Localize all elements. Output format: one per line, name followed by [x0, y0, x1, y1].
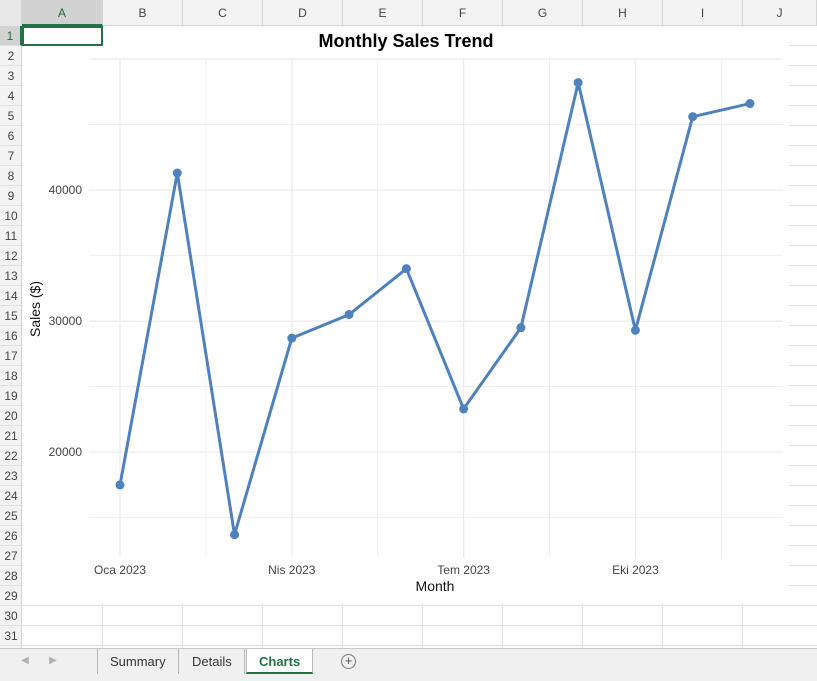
tab-scroll-right-icon[interactable]: ▶	[49, 655, 57, 666]
chart-object[interactable]: 20000 30000 40000 Oca 2023 Nis 2023 Tem 2023…	[23, 27, 789, 603]
row-header-5[interactable]: 5	[0, 106, 22, 126]
row-header-28[interactable]: 28	[0, 566, 22, 586]
data-point	[115, 480, 125, 490]
column-header-A[interactable]: A	[22, 0, 103, 26]
data-point	[459, 404, 469, 414]
data-point	[688, 112, 698, 122]
chart-title: Monthly Sales Trend	[318, 31, 493, 51]
tab-summary[interactable]: Summary	[97, 649, 179, 674]
line-chart: 20000 30000 40000 Oca 2023 Nis 2023 Tem 2023…	[27, 31, 783, 594]
select-all-corner[interactable]	[0, 0, 22, 26]
x-axis-ticks: Oca 2023 Nis 2023 Tem 2023 Eki 2023	[94, 563, 659, 577]
row-header-9[interactable]: 9	[0, 186, 22, 206]
row-header-21[interactable]: 21	[0, 426, 22, 446]
x-tick-label: Nis 2023	[268, 563, 316, 577]
column-header-J[interactable]: J	[743, 0, 817, 26]
series-line	[118, 81, 751, 537]
row-header-20[interactable]: 20	[0, 406, 22, 426]
data-point	[287, 333, 297, 343]
row-header-19[interactable]: 19	[0, 386, 22, 406]
row-header-13[interactable]: 13	[0, 266, 22, 286]
column-header-I[interactable]: I	[663, 0, 743, 26]
active-cell-A1[interactable]	[22, 26, 103, 46]
row-header-6[interactable]: 6	[0, 126, 22, 146]
row-header-31[interactable]: 31	[0, 626, 22, 646]
chart-gridlines	[89, 58, 783, 557]
data-point	[630, 325, 640, 335]
column-header-D[interactable]: D	[263, 0, 343, 26]
row-header-10[interactable]: 10	[0, 206, 22, 226]
row-header-23[interactable]: 23	[0, 466, 22, 486]
column-header-H[interactable]: H	[583, 0, 663, 26]
column-header-F[interactable]: F	[423, 0, 503, 26]
row-header-8[interactable]: 8	[0, 166, 22, 186]
x-tick-label: Tem 2023	[437, 563, 490, 577]
row-header-30[interactable]: 30	[0, 606, 22, 626]
y-tick-label: 20000	[49, 445, 83, 459]
tab-scroll-left-icon[interactable]: ◀	[21, 655, 29, 666]
row-header-27[interactable]: 27	[0, 546, 22, 566]
x-tick-label: Eki 2023	[612, 563, 659, 577]
data-point	[573, 78, 583, 88]
row-header-3[interactable]: 3	[0, 66, 22, 86]
data-point	[745, 99, 755, 109]
row-header-18[interactable]: 18	[0, 366, 22, 386]
series-points	[115, 78, 755, 540]
column-header-G[interactable]: G	[503, 0, 583, 26]
x-axis-label: Month	[416, 578, 455, 594]
sheet-tab-bar: ◀ ▶ Summary Details Charts +	[0, 648, 817, 681]
add-sheet-icon[interactable]: +	[341, 654, 356, 669]
column-header-C[interactable]: C	[183, 0, 263, 26]
tab-charts[interactable]: Charts	[246, 649, 314, 674]
row-header-29[interactable]: 29	[0, 586, 22, 606]
data-point	[172, 168, 182, 178]
column-header-E[interactable]: E	[343, 0, 423, 26]
row-header-22[interactable]: 22	[0, 446, 22, 466]
x-tick-label: Oca 2023	[94, 563, 146, 577]
row-header-24[interactable]: 24	[0, 486, 22, 506]
row-header-25[interactable]: 25	[0, 506, 22, 526]
row-header-15[interactable]: 15	[0, 306, 22, 326]
row-header-14[interactable]: 14	[0, 286, 22, 306]
y-axis-label: Sales ($)	[27, 281, 43, 337]
data-point	[401, 264, 411, 274]
column-header-B[interactable]: B	[103, 0, 183, 26]
row-header-11[interactable]: 11	[0, 226, 22, 246]
row-header-1[interactable]: 1	[0, 26, 22, 46]
y-tick-label: 40000	[49, 183, 83, 197]
row-header-7[interactable]: 7	[0, 146, 22, 166]
row-header-2[interactable]: 2	[0, 46, 22, 66]
data-point	[516, 323, 526, 333]
row-header-17[interactable]: 17	[0, 346, 22, 366]
row-header-4[interactable]: 4	[0, 86, 22, 106]
data-point	[230, 530, 240, 540]
data-point	[344, 310, 354, 320]
row-header-26[interactable]: 26	[0, 526, 22, 546]
row-header-12[interactable]: 12	[0, 246, 22, 266]
y-axis-ticks: 20000 30000 40000	[49, 183, 83, 459]
row-header-column: 1 2 3 4 5 6 7 8 9 10 11 12 13 14 15 16 17 18 19 20 21 22 23 24 2…	[0, 26, 22, 648]
tab-details[interactable]: Details	[180, 649, 245, 674]
row-header-16[interactable]: 16	[0, 326, 22, 346]
y-tick-label: 30000	[49, 314, 83, 328]
